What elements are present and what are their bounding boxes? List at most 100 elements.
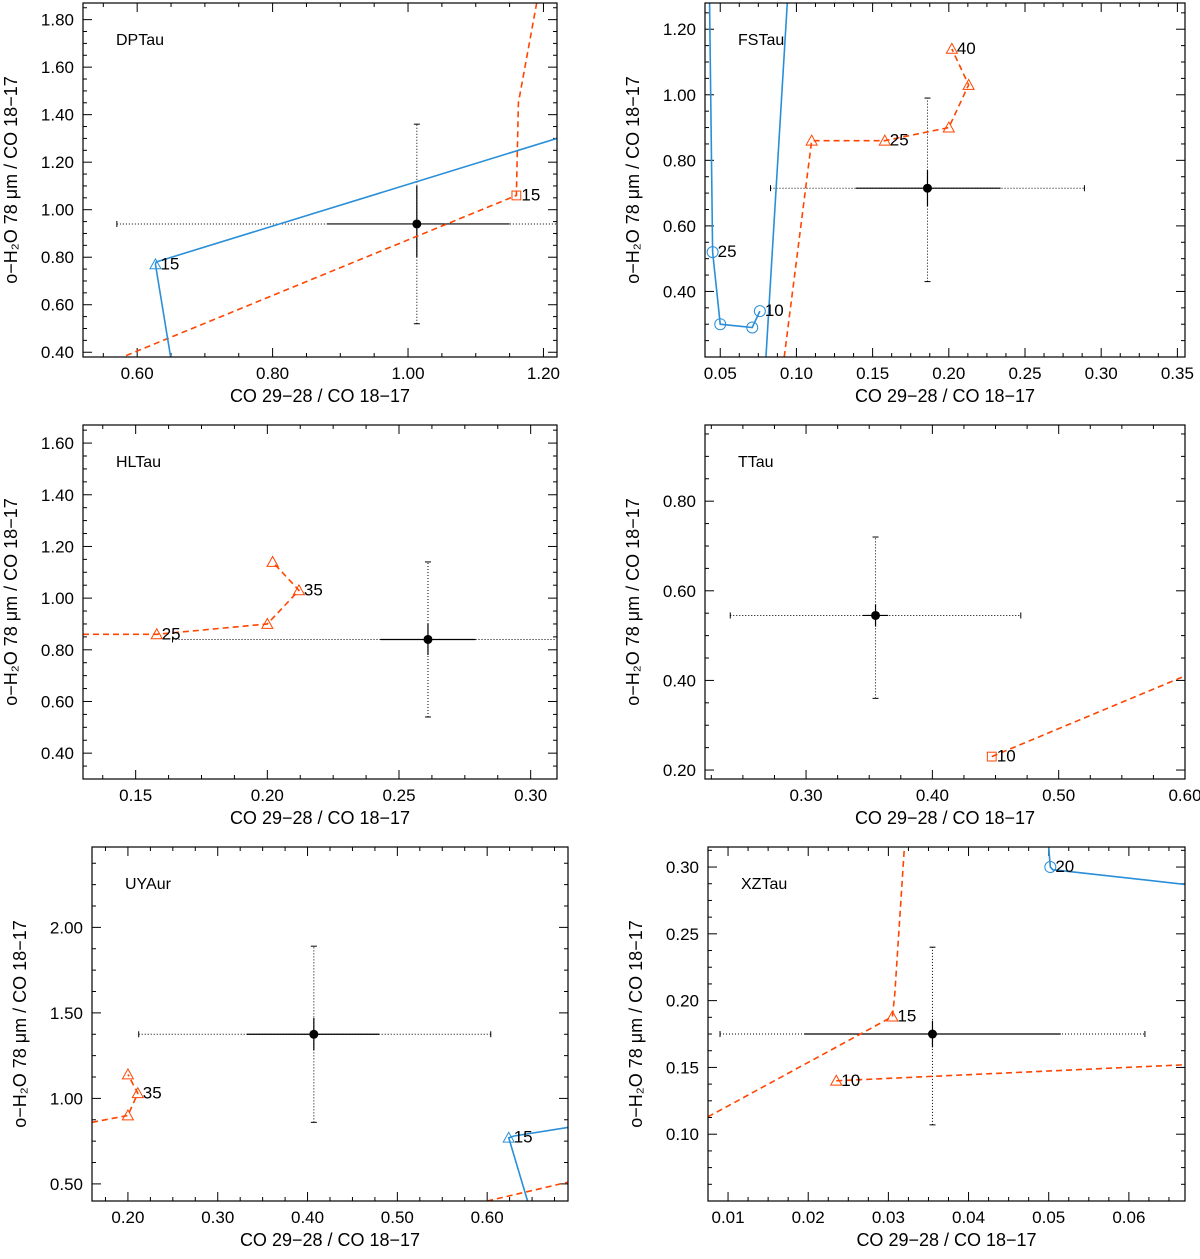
x-axis-title: CO 29−28 / CO 18−17 xyxy=(855,386,1035,406)
x-tick-label: 1.00 xyxy=(391,364,424,383)
model-track-dashed-0 xyxy=(83,561,301,636)
x-tick-label: 0.04 xyxy=(952,1208,985,1227)
model-track-solid-1 xyxy=(154,137,557,357)
y-axis-title: o−H₂O 78 μm / CO 18−17 xyxy=(623,498,643,705)
model-track-dashed-0 xyxy=(120,3,538,357)
model-track-solid-1 xyxy=(708,3,761,329)
plot-area xyxy=(729,536,1185,762)
plot-area xyxy=(706,3,1085,357)
model-marker-triangle xyxy=(945,42,959,54)
model-marker-triangle xyxy=(260,617,274,629)
x-tick-label: 0.80 xyxy=(256,364,289,383)
plot-area xyxy=(83,555,557,718)
y-tick-label: 1.40 xyxy=(41,486,74,505)
model-marker-square xyxy=(511,190,522,201)
y-tick-label: 1.50 xyxy=(50,1004,83,1023)
observed-point xyxy=(423,634,433,644)
y-tick-label: 0.80 xyxy=(41,248,74,267)
y-tick-label: 0.10 xyxy=(666,1125,699,1144)
model-track-solid-2 xyxy=(765,3,789,357)
x-axis-title: CO 29−28 / CO 18−17 xyxy=(855,808,1035,828)
x-tick-label: 0.15 xyxy=(119,786,152,805)
x-tick-label: 0.20 xyxy=(251,786,284,805)
model-track-dashed-1 xyxy=(836,1063,1185,1082)
y-tick-label: 0.60 xyxy=(663,582,696,601)
observed-point xyxy=(922,183,932,193)
marker-label: 25 xyxy=(890,131,909,150)
y-tick-label: 1.60 xyxy=(41,58,74,77)
model-marker-triangle xyxy=(942,121,956,133)
y-tick-label: 0.40 xyxy=(41,343,74,362)
panel-label: XZTau xyxy=(741,876,787,893)
model-marker-triangle xyxy=(292,583,306,596)
marker-label: 25 xyxy=(718,242,737,261)
x-axis-title: CO 29−28 / CO 18−17 xyxy=(230,386,410,406)
panel-label: HLTau xyxy=(116,454,161,471)
chart-panel-DPTau: 0.60 0.80 1.00 1.20 0.40 0.60 0.80 1.00 1.20 1.40… xyxy=(1,2,560,406)
model-marker-triangle xyxy=(878,134,892,146)
y-tick-label: 0.40 xyxy=(41,744,74,763)
x-axis-title: CO 29−28 / CO 18−17 xyxy=(856,1230,1036,1250)
x-tick-label: 0.01 xyxy=(711,1208,744,1227)
model-marker-triangle xyxy=(805,134,819,146)
plot-frame xyxy=(82,424,558,780)
x-tick-label: 0.10 xyxy=(780,364,813,383)
marker-label: 15 xyxy=(521,185,540,204)
y-axis-title: o−H₂O 78 μm / CO 18−17 xyxy=(1,76,21,283)
x-tick-label: 0.02 xyxy=(792,1208,825,1227)
marker-label: 40 xyxy=(957,39,976,58)
y-axis-title: o−H₂O 78 μm / CO 18−17 xyxy=(10,920,30,1127)
model-marker-triangle xyxy=(150,627,164,640)
marker-label: 10 xyxy=(765,301,784,320)
y-tick-label: 1.00 xyxy=(663,86,696,105)
x-tick-label: 1.20 xyxy=(527,364,560,383)
model-marker-triangle xyxy=(962,78,975,90)
x-tick-label: 0.03 xyxy=(872,1208,905,1227)
model-marker-circle xyxy=(706,246,719,259)
x-tick-label: 0.06 xyxy=(1112,1208,1145,1227)
model-marker-square xyxy=(986,751,997,762)
plot-frame xyxy=(707,846,1186,1202)
plot-frame xyxy=(82,2,558,358)
plot-area xyxy=(116,3,557,357)
observed-point xyxy=(927,1029,937,1039)
model-track-dashed-0 xyxy=(708,847,906,1118)
x-tick-label: 0.50 xyxy=(381,1208,414,1227)
panel-label: UYAur xyxy=(125,876,172,893)
y-tick-label: 1.00 xyxy=(41,589,74,608)
x-tick-label: 0.25 xyxy=(1008,364,1041,383)
x-tick-label: 0.40 xyxy=(291,1208,324,1227)
plot-frame xyxy=(704,2,1186,358)
x-tick-label: 0.60 xyxy=(121,364,154,383)
x-tick-label: 0.25 xyxy=(382,786,415,805)
x-tick-label: 0.60 xyxy=(1168,786,1200,805)
marker-label: 15 xyxy=(897,1007,916,1026)
y-tick-label: 1.00 xyxy=(50,1089,83,1108)
observed-point xyxy=(309,1029,319,1039)
y-tick-label: 1.20 xyxy=(41,537,74,556)
model-marker-circle xyxy=(753,305,766,318)
y-tick-label: 0.80 xyxy=(663,151,696,170)
model-marker-triangle xyxy=(131,1086,145,1099)
chart-panel-FSTau: 0.05 0.10 0.15 0.20 0.25 0.30 0.35 0.40 0.60 0.80… xyxy=(623,2,1194,406)
y-tick-label: 0.40 xyxy=(663,671,696,690)
y-tick-label: 1.20 xyxy=(41,153,74,172)
marker-label: 15 xyxy=(514,1128,533,1147)
plot-area xyxy=(708,847,1185,1126)
y-tick-label: 0.60 xyxy=(663,217,696,236)
chart-panel-TTau: 0.30 0.40 0.50 0.60 0.20 0.40 0.60 0.80 CO 29−28… xyxy=(623,424,1200,828)
y-tick-label: 2.00 xyxy=(50,918,83,937)
x-tick-label: 0.50 xyxy=(1042,786,1075,805)
plot-frame xyxy=(91,846,569,1202)
model-marker-triangle xyxy=(121,1067,135,1080)
y-tick-label: 0.15 xyxy=(666,1058,699,1077)
model-marker-circle xyxy=(714,318,727,331)
marker-label: 20 xyxy=(1055,857,1074,876)
model-track-dashed-0 xyxy=(991,675,1185,758)
model-marker-triangle xyxy=(829,1074,843,1086)
plot-area xyxy=(92,945,568,1201)
model-marker-triangle xyxy=(502,1131,516,1143)
y-tick-label: 0.40 xyxy=(663,282,696,301)
model-marker-triangle xyxy=(121,1108,135,1121)
y-tick-label: 1.60 xyxy=(41,434,74,453)
